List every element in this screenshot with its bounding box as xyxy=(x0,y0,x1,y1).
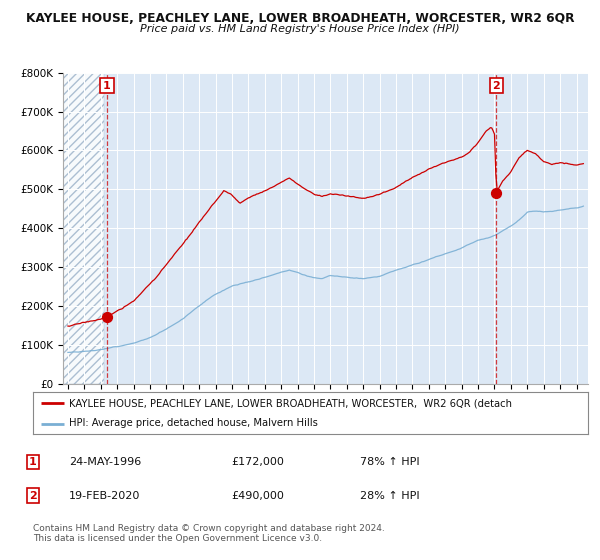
Text: Contains HM Land Registry data © Crown copyright and database right 2024.
This d: Contains HM Land Registry data © Crown c… xyxy=(33,524,385,543)
Text: 24-MAY-1996: 24-MAY-1996 xyxy=(69,457,141,467)
Bar xyxy=(63,73,104,384)
Text: 78% ↑ HPI: 78% ↑ HPI xyxy=(360,457,419,467)
Text: 1: 1 xyxy=(103,81,111,91)
Point xyxy=(102,312,112,321)
Text: £172,000: £172,000 xyxy=(231,457,284,467)
Text: £490,000: £490,000 xyxy=(231,491,284,501)
Text: 19-FEB-2020: 19-FEB-2020 xyxy=(69,491,140,501)
Text: KAYLEE HOUSE, PEACHLEY LANE, LOWER BROADHEATH, WORCESTER,  WR2 6QR (detach: KAYLEE HOUSE, PEACHLEY LANE, LOWER BROAD… xyxy=(69,398,512,408)
Text: HPI: Average price, detached house, Malvern Hills: HPI: Average price, detached house, Malv… xyxy=(69,418,318,428)
Text: KAYLEE HOUSE, PEACHLEY LANE, LOWER BROADHEATH, WORCESTER, WR2 6QR: KAYLEE HOUSE, PEACHLEY LANE, LOWER BROAD… xyxy=(26,12,574,25)
Point xyxy=(491,189,501,198)
Text: 28% ↑ HPI: 28% ↑ HPI xyxy=(360,491,419,501)
Text: 2: 2 xyxy=(29,491,37,501)
Text: 2: 2 xyxy=(493,81,500,91)
Text: Price paid vs. HM Land Registry's House Price Index (HPI): Price paid vs. HM Land Registry's House … xyxy=(140,24,460,34)
Text: 1: 1 xyxy=(29,457,37,467)
